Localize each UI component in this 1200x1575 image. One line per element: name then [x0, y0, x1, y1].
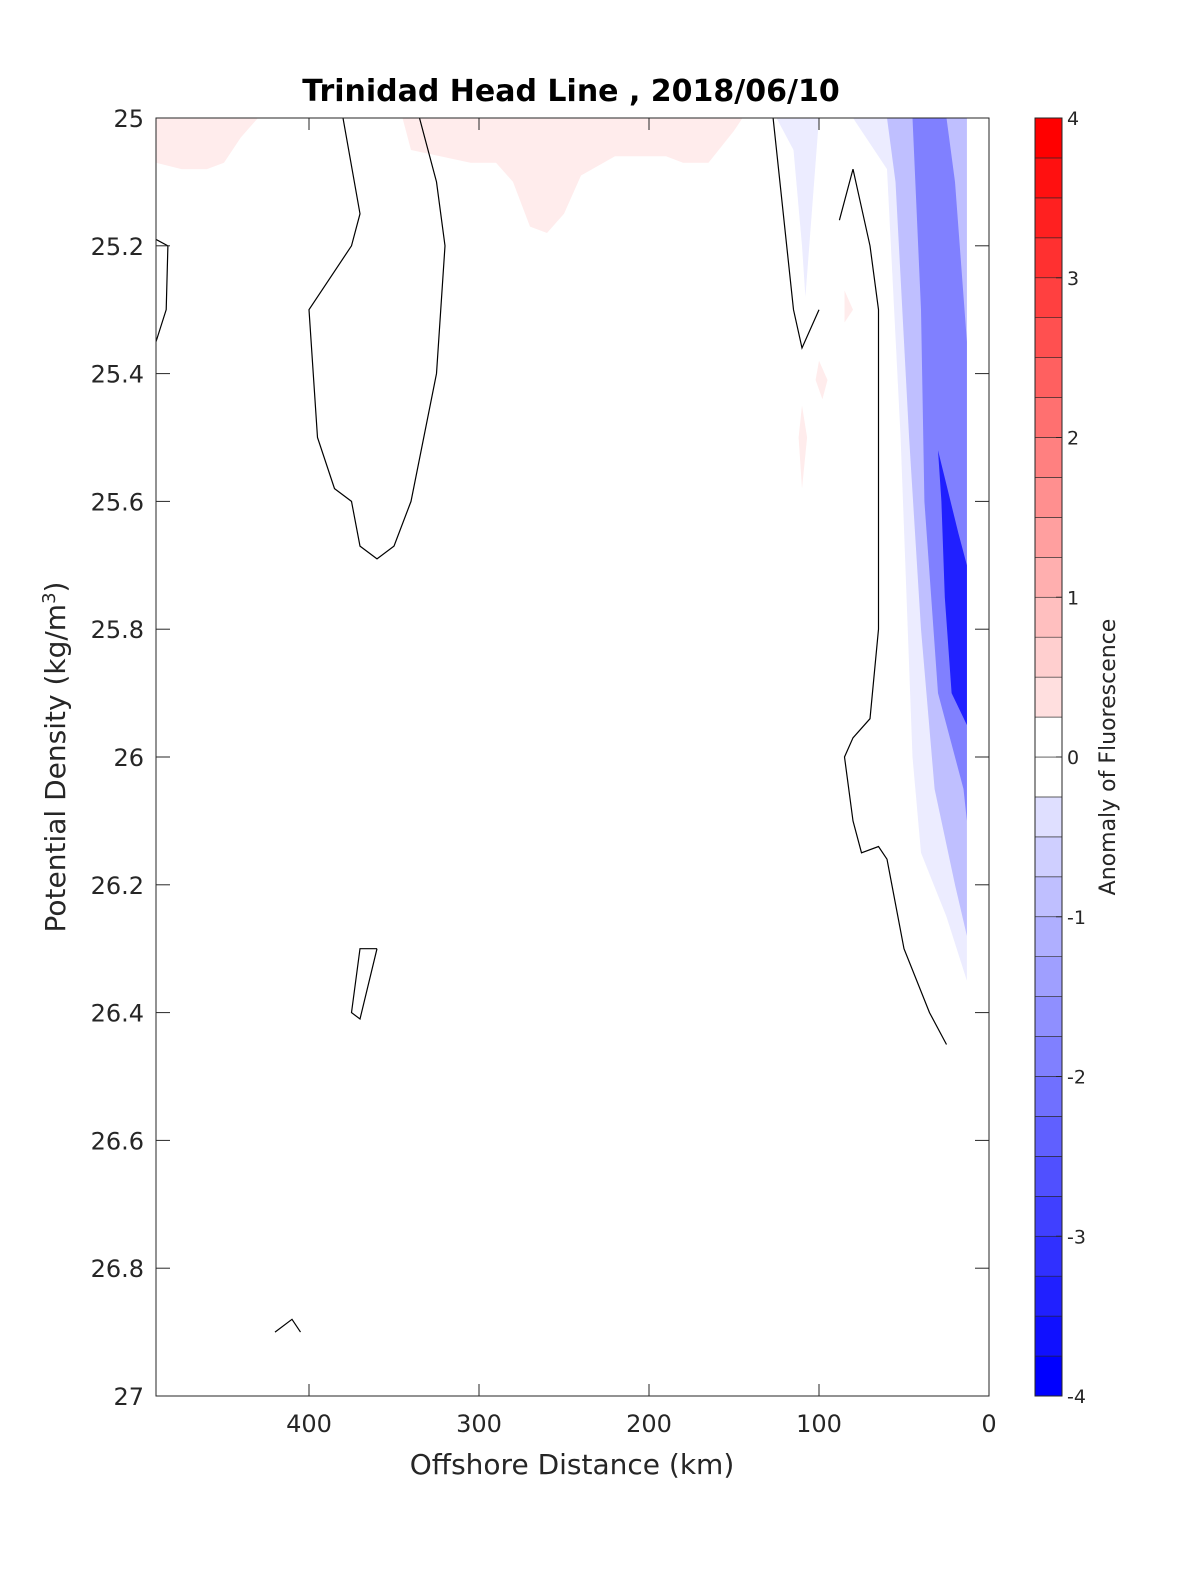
colorbar-tick-label: 3 — [1067, 268, 1079, 290]
y-tick-label: 26.2 — [91, 872, 144, 900]
anomaly-region-4 — [815, 360, 828, 400]
colorbar-tick-label: -4 — [1067, 1386, 1086, 1408]
y-axis-label-main: Potential Density (kg/m — [39, 604, 72, 933]
colorbar-level — [1034, 876, 1063, 918]
x-tick-label: 400 — [286, 1410, 332, 1438]
y-tick-label: 25.6 — [91, 488, 144, 516]
y-tick-label: 26.8 — [91, 1255, 144, 1283]
anomaly-region-1 — [156, 118, 258, 170]
y-tick-label: 26.4 — [91, 1000, 144, 1028]
x-tick-label: 300 — [456, 1410, 502, 1438]
colorbar-level — [1034, 517, 1063, 558]
colorbar-level — [1034, 1275, 1063, 1317]
x-axis-label: Offshore Distance (km) — [410, 1448, 735, 1481]
y-axis-label: Potential Density (kg/m3) — [39, 582, 73, 933]
colorbar-level — [1034, 1076, 1063, 1117]
colorbar-level — [1034, 636, 1063, 678]
y-tick-label: 25.4 — [91, 361, 144, 389]
colorbar-level — [1034, 916, 1063, 957]
contour-line-4 — [772, 118, 820, 350]
colorbar-level — [1034, 557, 1063, 598]
y-tick-label: 25.8 — [91, 616, 144, 644]
colorbar-level — [1034, 117, 1063, 159]
colorbar-tick-label: -1 — [1067, 907, 1086, 929]
y-tick-label: 26.6 — [91, 1127, 144, 1155]
colorbar-level — [1034, 237, 1063, 279]
colorbar-tick-label: 2 — [1067, 428, 1079, 450]
plot-area: 400 300 200 100 0 25 25.2 25.4 25.6 25.8 26 26.2 26… — [91, 105, 997, 1438]
y-tick-label: 25.2 — [91, 233, 144, 261]
x-tick-label: 200 — [626, 1410, 672, 1438]
colorbar-levels — [1034, 117, 1063, 1397]
colorbar-level — [1034, 317, 1063, 358]
colorbar-level — [1034, 716, 1063, 758]
y-tick-label: 26 — [113, 744, 144, 772]
colorbar-level — [1034, 836, 1063, 878]
contour-line-2 — [308, 118, 446, 560]
colorbar-level — [1034, 197, 1063, 239]
y-axis-label-superscript: 3 — [39, 592, 60, 603]
colorbar-level — [1034, 756, 1063, 798]
colorbar-level — [1034, 1355, 1063, 1397]
colorbar-label: Anomaly of Fluorescence — [1096, 619, 1121, 896]
colorbar-level — [1034, 1235, 1063, 1277]
colorbar-level — [1034, 1315, 1063, 1357]
contour-line-5 — [838, 168, 948, 1045]
y-axis-label-close: ) — [39, 582, 72, 593]
zero-contour-lines — [156, 118, 948, 1333]
colorbar-level — [1034, 397, 1063, 438]
x-axis-ticks: 400 300 200 100 0 — [286, 118, 997, 1438]
x-tick-label: 0 — [981, 1410, 996, 1438]
y-axis-ticks: 25 25.2 25.4 25.6 25.8 26 26.2 26.4 26.6 26.8 27 — [91, 105, 989, 1411]
contour-line-6 — [274, 1318, 301, 1333]
colorbar-level — [1034, 956, 1063, 997]
anomaly-region-2 — [402, 118, 743, 233]
colorbar-level — [1034, 357, 1063, 398]
contour-line-1 — [156, 238, 169, 342]
colorbar-level — [1034, 437, 1063, 478]
colorbar-level — [1034, 596, 1063, 638]
contour-line-3 — [350, 948, 378, 1021]
plot-background — [156, 118, 989, 1396]
colorbar-level — [1034, 1116, 1063, 1157]
colorbar-level — [1034, 1156, 1063, 1197]
colorbar-tick-label: 1 — [1067, 587, 1079, 609]
colorbar-tick-label: 4 — [1067, 108, 1079, 130]
anomaly-fill-regions — [156, 118, 967, 981]
colorbar-ticks: -4 -3 -2 -1 0 1 2 3 4 — [1056, 108, 1086, 1408]
x-tick-label: 100 — [796, 1410, 842, 1438]
anomaly-region-3 — [844, 290, 853, 323]
colorbar-level — [1034, 1196, 1063, 1237]
y-tick-label: 25 — [113, 105, 144, 133]
colorbar-level — [1034, 157, 1063, 199]
colorbar-level — [1034, 477, 1063, 518]
colorbar-level — [1034, 1036, 1063, 1077]
colorbar-level — [1034, 796, 1063, 838]
colorbar-level — [1034, 277, 1063, 318]
colorbar-tick-label: -3 — [1067, 1226, 1086, 1248]
anomaly-region-9 — [938, 450, 967, 725]
colorbar-level — [1034, 996, 1063, 1037]
y-tick-label: 27 — [113, 1383, 144, 1411]
colorbar: -4 -3 -2 -1 0 1 2 3 4 Anomaly of Fluorescence — [1034, 108, 1121, 1408]
anomaly-region-5 — [798, 405, 808, 489]
colorbar-tick-label: 0 — [1067, 747, 1079, 769]
colorbar-level — [1034, 676, 1063, 718]
colorbar-tick-label: -2 — [1067, 1067, 1086, 1089]
chart-title: Trinidad Head Line , 2018/06/10 — [302, 74, 839, 109]
